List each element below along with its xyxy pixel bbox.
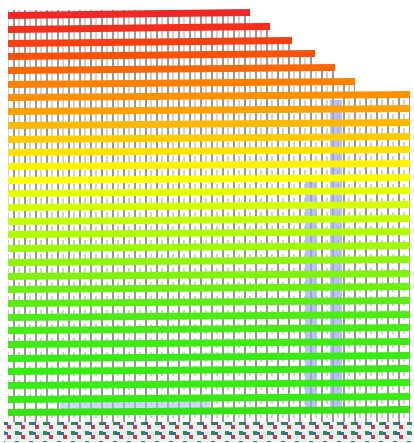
structure-render <box>0 0 414 443</box>
foundation <box>4 422 412 442</box>
wall-panel <box>305 180 317 410</box>
page: (() => { const data = JSON.parse(documen… <box>0 0 414 443</box>
wall-panel <box>330 100 342 410</box>
